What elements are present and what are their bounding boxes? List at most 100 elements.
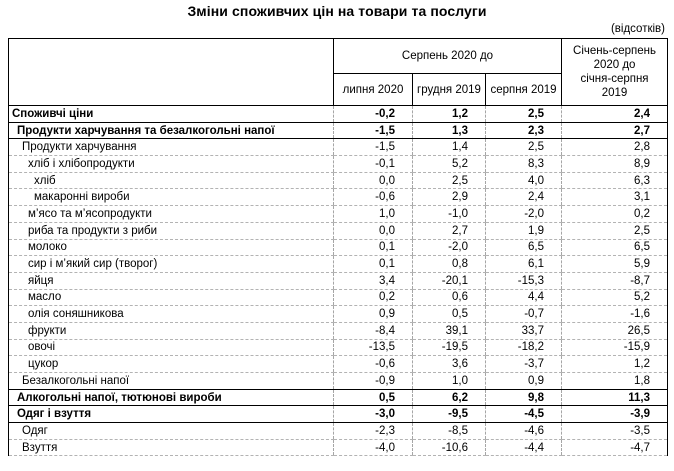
column-group-header: Серпень 2020 до [332, 38, 563, 74]
value-cell: 2,7 [561, 122, 669, 140]
value-cell: -20,1 [412, 272, 486, 290]
table-row: м’ясо та м’ясопродукти 1,0 -1,0 -2,0 0,2 [8, 205, 669, 223]
value-cell: 4,0 [484, 172, 562, 190]
value-cell: 0,1 [333, 255, 413, 273]
value-cell: -0,1 [333, 155, 413, 173]
table-row: хліб 0,0 2,5 4,0 6,3 [8, 172, 669, 190]
value-cell: 33,7 [484, 322, 562, 340]
value-cell: -4,0 [333, 439, 413, 457]
page-title: Зміни споживчих цін на товари та послуги [187, 3, 487, 19]
value-cell: 2,8 [561, 138, 669, 157]
value-cell: -4,4 [484, 439, 562, 457]
value-cell: 4,4 [484, 289, 562, 307]
value-cell: 1,2 [561, 355, 669, 373]
value-cell: 6,2 [412, 389, 486, 407]
value-cell: 0,9 [333, 305, 413, 323]
value-cell: 2,3 [484, 122, 562, 140]
price-changes-table: Серпень 2020 до Січень-серпень 2020 до с… [8, 38, 669, 457]
row-label: м’ясо та м’ясопродукти [8, 205, 334, 223]
value-cell: -8,5 [412, 422, 486, 440]
row-label: овочі [8, 339, 334, 357]
table-row: Одяг -2,3 -8,5 -4,6 -3,5 [8, 422, 669, 440]
row-label: Одяг і взуття [8, 405, 334, 424]
value-cell: -1,6 [561, 305, 669, 323]
units-note: (відсотків) [610, 23, 665, 35]
row-label: Споживчі ціни [8, 105, 334, 123]
value-cell: 1,0 [333, 205, 413, 223]
value-cell: 3,6 [412, 355, 486, 373]
table-row: цукор -0,6 3,6 -3,7 1,2 [8, 355, 669, 373]
table-body: Споживчі ціни -0,2 1,2 2,5 2,4 Продукти харчу… [8, 105, 669, 457]
row-label: яйця [8, 272, 334, 290]
period-column-header: Січень-серпень 2020 до січня-серпня 2019 [561, 38, 669, 106]
table-row: Алкогольні напої, тютюнові вироби 0,5 6,2 9… [8, 389, 669, 407]
row-label: риба та продукти з риби [8, 222, 334, 240]
row-label: цукор [8, 355, 334, 373]
table-row: Безалкогольні напої -0,9 1,0 0,9 1,8 [8, 372, 669, 390]
value-cell: -3,7 [484, 355, 562, 373]
value-cell: 2,5 [561, 222, 669, 240]
row-label: олія соняшникова [8, 305, 334, 323]
value-cell: 39,1 [412, 322, 486, 340]
table-row: Продукти харчування та безалкогольні нап… [8, 122, 669, 140]
value-cell: 1,4 [412, 138, 486, 157]
value-cell: -19,5 [412, 339, 486, 357]
value-cell: 1,2 [412, 105, 486, 123]
table-row: хліб і хлібопродукти -0,1 5,2 8,3 8,9 [8, 155, 669, 173]
value-cell: -3,0 [333, 405, 413, 424]
value-cell: 0,8 [412, 255, 486, 273]
table-row: Продукти харчування -1,5 1,4 2,5 2,8 [8, 138, 669, 157]
row-label: Алкогольні напої, тютюнові вироби [8, 389, 334, 407]
value-cell: 2,4 [484, 188, 562, 207]
value-cell: 8,9 [561, 155, 669, 173]
value-cell: 6,5 [484, 239, 562, 257]
value-cell: -2,0 [484, 205, 562, 223]
value-cell: -0,2 [333, 105, 413, 123]
value-cell: 3,4 [333, 272, 413, 290]
value-cell: -3,9 [561, 405, 669, 424]
value-cell: 5,9 [561, 255, 669, 273]
value-cell: 0,9 [484, 372, 562, 390]
table-row: овочі -13,5 -19,5 -18,2 -15,9 [8, 339, 669, 357]
row-label: Безалкогольні напої [8, 372, 334, 390]
value-cell: -4,6 [484, 422, 562, 440]
row-label: хліб і хлібопродукти [8, 155, 334, 173]
value-cell: -15,3 [484, 272, 562, 290]
label-column-header [8, 38, 334, 106]
row-label: Продукти харчування [8, 138, 334, 157]
value-cell: 0,1 [333, 239, 413, 257]
row-label: молоко [8, 239, 334, 257]
row-label: Продукти харчування та безалкогольні нап… [8, 122, 334, 140]
value-cell: 5,2 [561, 289, 669, 307]
value-cell: 1,9 [484, 222, 562, 240]
value-cell: -8,4 [333, 322, 413, 340]
value-cell: 0,2 [561, 205, 669, 223]
table-row: сир і м’який сир (творог) 0,1 0,8 6,1 5,9 [8, 255, 669, 273]
value-cell: 6,5 [561, 239, 669, 257]
table-row: Одяг і взуття -3,0 -9,5 -4,5 -3,9 [8, 405, 669, 424]
value-cell: 3,1 [561, 188, 669, 207]
value-cell: -15,9 [561, 339, 669, 357]
value-cell: 26,5 [561, 322, 669, 340]
row-label: сир і м’який сир (творог) [8, 255, 334, 273]
value-cell: 1,3 [412, 122, 486, 140]
value-cell: -18,2 [484, 339, 562, 357]
value-cell: -0,6 [333, 188, 413, 207]
value-cell: 6,1 [484, 255, 562, 273]
table-row: молоко 0,1 -2,0 6,5 6,5 [8, 239, 669, 257]
value-cell: -2,3 [333, 422, 413, 440]
value-cell: 2,4 [561, 105, 669, 123]
table-row: макаронні вироби -0,6 2,9 2,4 3,1 [8, 188, 669, 207]
value-cell: -10,6 [412, 439, 486, 457]
value-cell: -1,5 [333, 138, 413, 157]
value-cell: 2,5 [484, 105, 562, 123]
value-cell: -0,9 [333, 372, 413, 390]
value-cell: 5,2 [412, 155, 486, 173]
value-cell: 0,0 [333, 222, 413, 240]
value-cell: 0,0 [333, 172, 413, 190]
row-label: макаронні вироби [8, 188, 334, 207]
value-cell: -1,5 [333, 122, 413, 140]
value-cell: 0,2 [333, 289, 413, 307]
table-row: масло 0,2 0,6 4,4 5,2 [8, 289, 669, 307]
